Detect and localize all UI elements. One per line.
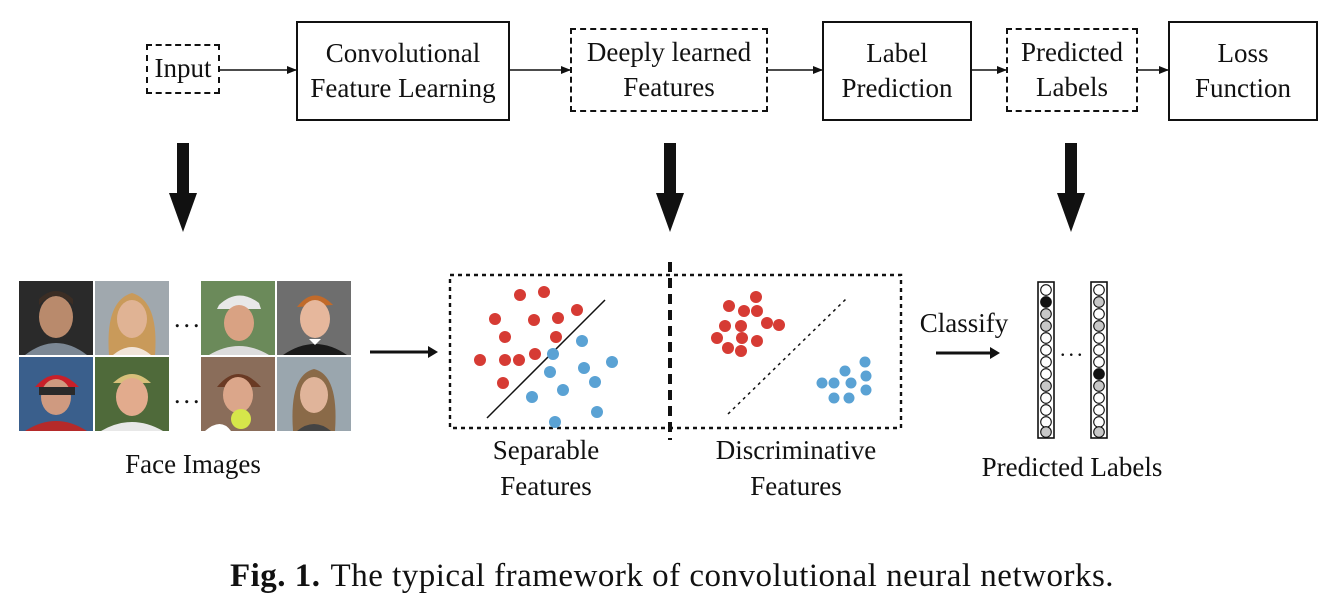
label-prediction-box: Label Prediction xyxy=(822,21,972,121)
conv-label-line1: Convolutional xyxy=(325,37,481,68)
separable-line1: Separable xyxy=(492,435,600,465)
input-box: Input xyxy=(146,44,220,94)
separable-red-points xyxy=(474,286,583,389)
deep-label-line2: Features xyxy=(623,72,715,102)
face-photo-icon xyxy=(95,357,169,431)
label-pred-line1: Label xyxy=(866,37,928,68)
face-photo-icon xyxy=(277,357,351,431)
caption-text: The typical framework of convolutional n… xyxy=(330,558,1115,594)
prediction-vector-left xyxy=(1037,281,1055,439)
face-images-text: Face Images xyxy=(125,449,261,479)
predicted-labels-label: Predicted Labels xyxy=(952,450,1192,486)
vector-ellipsis: ... xyxy=(1060,336,1086,361)
separable-boundary xyxy=(486,299,606,419)
caption-fig-label: Fig. 1. xyxy=(229,558,321,594)
loss-line1: Loss xyxy=(1217,37,1269,68)
down-arrow-icon xyxy=(169,143,197,232)
classify-label: Classify xyxy=(904,306,1024,342)
face-photo-icon xyxy=(19,357,93,431)
conv-feature-learning-box: Convolutional Feature Learning xyxy=(296,21,510,121)
feature-panel-border xyxy=(448,273,903,430)
deeply-learned-features-box: Deeply learned Features xyxy=(570,28,768,112)
pred-labels-line2: Labels xyxy=(1036,72,1108,102)
face-photo-icon xyxy=(19,281,93,355)
classify-text: Classify xyxy=(919,308,1009,338)
face-photo-icon xyxy=(201,281,275,355)
separable-blue-points xyxy=(526,335,618,428)
label-pred-line2: Prediction xyxy=(841,73,953,103)
discriminative-line2: Features xyxy=(750,470,842,501)
face-images-label: Face Images xyxy=(60,447,326,483)
predicted-labels-text: Predicted Labels xyxy=(981,452,1163,482)
input-label: Input xyxy=(154,53,212,84)
discriminative-line1: Discriminative xyxy=(715,435,877,465)
separable-features-label: Separable Features xyxy=(446,433,646,504)
face-photo-icon xyxy=(201,357,275,431)
conv-label-line2: Feature Learning xyxy=(310,73,496,103)
separable-line2: Features xyxy=(500,470,592,501)
loss-line2: Function xyxy=(1194,73,1291,103)
discriminative-blue-points xyxy=(816,356,872,404)
discriminative-features-label: Discriminative Features xyxy=(686,433,906,504)
prediction-vector-right xyxy=(1090,281,1108,439)
face-grid-ellipsis-top: ... xyxy=(174,304,203,333)
face-photo-icon xyxy=(95,281,169,355)
face-photo-icon xyxy=(277,281,351,355)
discriminative-red-points xyxy=(711,291,785,357)
pred-labels-line1: Predicted xyxy=(1021,36,1123,67)
down-arrow-icon xyxy=(1057,143,1085,232)
predicted-labels-box: Predicted Labels xyxy=(1006,28,1138,112)
figure-caption: Fig. 1. The typical framework of convolut… xyxy=(0,558,1344,595)
loss-function-box: Loss Function xyxy=(1168,21,1318,121)
deep-label-line1: Deeply learned xyxy=(586,36,752,67)
face-grid-ellipsis-bottom: ... xyxy=(174,380,203,409)
down-arrow-icon xyxy=(656,143,684,232)
